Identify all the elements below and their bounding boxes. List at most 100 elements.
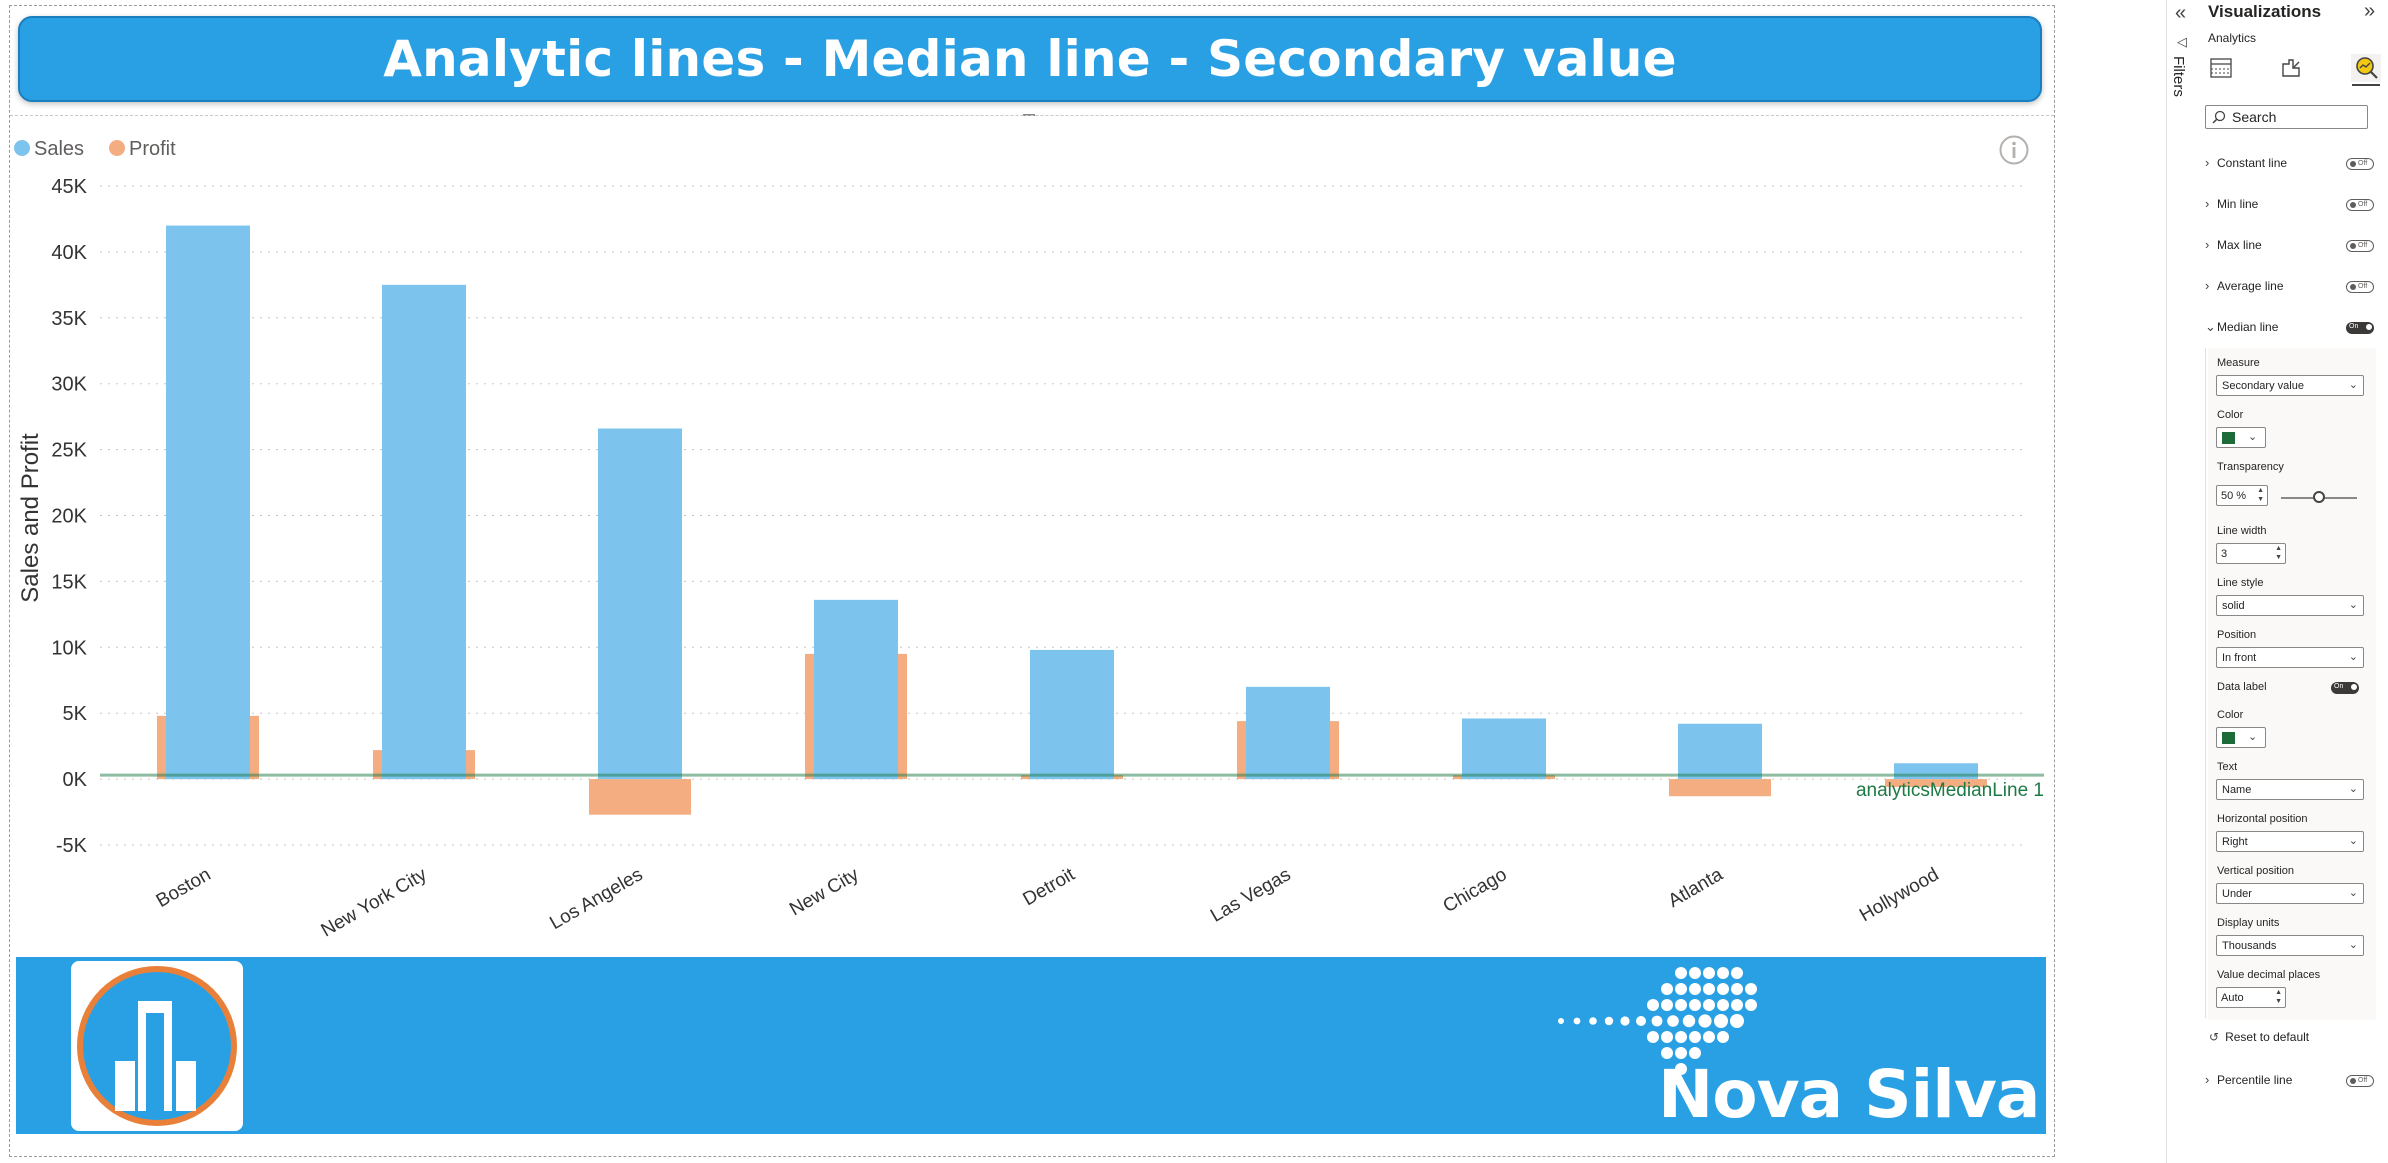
chevrons-left-icon[interactable]: « — [2175, 2, 2187, 24]
legend-label: Profit — [129, 138, 176, 160]
line-width-input[interactable]: 3 ▲ ▼ — [2216, 543, 2286, 564]
display-units-dropdown[interactable]: Thousands ⌄ — [2216, 935, 2364, 956]
brand-dot — [1717, 1031, 1729, 1043]
filters-label[interactable]: Filters — [2170, 56, 2187, 97]
section-percentile-line[interactable]: › Percentile line Off — [2205, 1065, 2377, 1095]
decimal-places-input[interactable]: Auto ▲ ▼ — [2216, 987, 2286, 1008]
sales-bar[interactable] — [598, 428, 682, 780]
brand-dot — [1661, 983, 1673, 995]
brand-dot — [1730, 1014, 1744, 1028]
chevrons-right-icon[interactable]: » — [2364, 0, 2376, 22]
search-placeholder: Search — [2232, 109, 2277, 125]
tab-analytics[interactable] — [2351, 54, 2381, 82]
brand-dot — [1661, 1031, 1673, 1043]
sales-bar[interactable] — [1678, 723, 1762, 780]
y-tick-label: 15K — [51, 571, 87, 593]
brand-name: Nova Silva — [1658, 1056, 2040, 1133]
tab-build-visual[interactable] — [2206, 54, 2236, 82]
profit-bar[interactable] — [1669, 779, 1771, 797]
percentile-line-toggle[interactable]: Off — [2346, 1075, 2374, 1087]
section-constant-line[interactable]: › Constant line Off — [2205, 148, 2377, 178]
sales-bar[interactable] — [1462, 718, 1546, 780]
y-tick-label: 40K — [51, 242, 87, 264]
brand-dot — [1675, 1031, 1687, 1043]
chart-visual[interactable] — [10, 115, 2054, 946]
tab-format-visual[interactable] — [2276, 54, 2306, 82]
reset-to-default-button[interactable]: ↺ Reset to default — [2209, 1030, 2309, 1044]
transparency-label: Transparency — [2217, 461, 2284, 473]
decimal-places-value: Auto — [2221, 992, 2244, 1004]
y-tick-label: 45K — [51, 176, 87, 198]
max-line-toggle[interactable]: Off — [2346, 240, 2374, 252]
display-units-label: Display units — [2217, 917, 2280, 929]
transparency-input[interactable]: 50 % ▲ ▼ — [2216, 485, 2268, 506]
report-title: Analytic lines - Median line - Secondary… — [383, 30, 1677, 88]
chevron-right-icon: › — [2205, 1072, 2210, 1087]
sales-bar[interactable] — [1246, 686, 1330, 780]
chevron-down-icon: ⌄ — [2348, 599, 2358, 611]
chart-legend[interactable]: Sales Profit — [14, 138, 176, 160]
section-label: Median line — [2217, 320, 2279, 334]
spin-arrows-icon[interactable]: ▲ ▼ — [2257, 487, 2264, 503]
chevron-down-icon: ⌄ — [2348, 379, 2358, 391]
brand-dot — [1647, 999, 1659, 1011]
filters-pane-collapsed[interactable]: « ◁ Filters — [2166, 0, 2200, 1163]
brand-dot — [1675, 999, 1687, 1011]
legend-marker — [14, 140, 30, 156]
dropdown-value: Name — [2222, 784, 2252, 796]
chevron-right-icon: › — [2205, 196, 2210, 211]
line-style-dropdown[interactable]: solid ⌄ — [2216, 595, 2364, 616]
spin-arrows-icon[interactable]: ▲ ▼ — [2275, 989, 2282, 1005]
section-max-line[interactable]: › Max line Off — [2205, 230, 2377, 260]
min-line-toggle[interactable]: Off — [2346, 199, 2374, 211]
x-tick-label: Los Angeles — [546, 864, 646, 934]
dropdown-value: Right — [2222, 836, 2248, 848]
constant-line-toggle[interactable]: Off — [2346, 158, 2374, 170]
search-input[interactable]: Search — [2205, 105, 2368, 129]
chart-bars[interactable] — [157, 225, 1987, 815]
brand-dot — [1689, 967, 1701, 979]
active-tab-indicator — [2352, 84, 2380, 86]
median-line-toggle[interactable]: On — [2346, 322, 2374, 334]
transparency-value: 50 % — [2221, 490, 2247, 502]
measure-dropdown[interactable]: Secondary value ⌄ — [2216, 375, 2364, 396]
spin-arrows-icon[interactable]: ▲ ▼ — [2275, 545, 2282, 561]
filter-icon: ◁ — [2177, 34, 2187, 49]
sales-bar[interactable] — [1894, 763, 1978, 780]
slider-thumb[interactable] — [2313, 491, 2325, 503]
brand-dot — [1703, 1031, 1715, 1043]
vertical-position-label: Vertical position — [2217, 865, 2295, 877]
sales-bar[interactable] — [382, 284, 466, 780]
average-line-toggle[interactable]: Off — [2346, 281, 2374, 293]
dropdown-value: Thousands — [2222, 940, 2277, 952]
title-banner[interactable]: Analytic lines - Median line - Secondary… — [18, 16, 2042, 102]
y-tick-label: 10K — [51, 637, 87, 659]
brand-dot — [1689, 1047, 1701, 1059]
position-dropdown[interactable]: In front ⌄ — [2216, 647, 2364, 668]
section-min-line[interactable]: › Min line Off — [2205, 189, 2377, 219]
brand-dot — [1651, 1015, 1663, 1027]
footer-banner: Nova Silva — [16, 957, 2046, 1134]
report-canvas: Analytic lines - Median line - Secondary… — [0, 0, 2058, 1157]
brand-dot — [1731, 999, 1743, 1011]
data-label-toggle[interactable]: On — [2331, 682, 2359, 694]
section-median-line[interactable]: ⌄ Median line On — [2205, 312, 2377, 342]
vertical-position-dropdown[interactable]: Under ⌄ — [2216, 883, 2364, 904]
sales-bar[interactable] — [814, 599, 898, 780]
bar-chart[interactable]: Sales Profit -5K 0K 5K 10K 15K 20K 25K 30K 35K 40K… — [0, 0, 2058, 950]
section-label: Percentile line — [2217, 1073, 2293, 1087]
profit-bar[interactable] — [1885, 779, 1987, 788]
section-average-line[interactable]: › Average line Off — [2205, 271, 2377, 301]
info-icon[interactable] — [1998, 134, 2030, 166]
sales-bar[interactable] — [1030, 649, 1114, 780]
sales-bar[interactable] — [166, 225, 250, 780]
horizontal-position-dropdown[interactable]: Right ⌄ — [2216, 831, 2364, 852]
brand-dot — [1714, 1014, 1728, 1028]
brand-dot — [1717, 983, 1729, 995]
text-dropdown[interactable]: Name ⌄ — [2216, 779, 2364, 800]
line-color-picker[interactable]: ⌄ — [2216, 427, 2266, 448]
brand-dot — [1620, 1016, 1630, 1026]
profit-bar[interactable] — [589, 779, 691, 815]
chevron-right-icon: › — [2205, 237, 2210, 252]
label-color-picker[interactable]: ⌄ — [2216, 727, 2266, 748]
